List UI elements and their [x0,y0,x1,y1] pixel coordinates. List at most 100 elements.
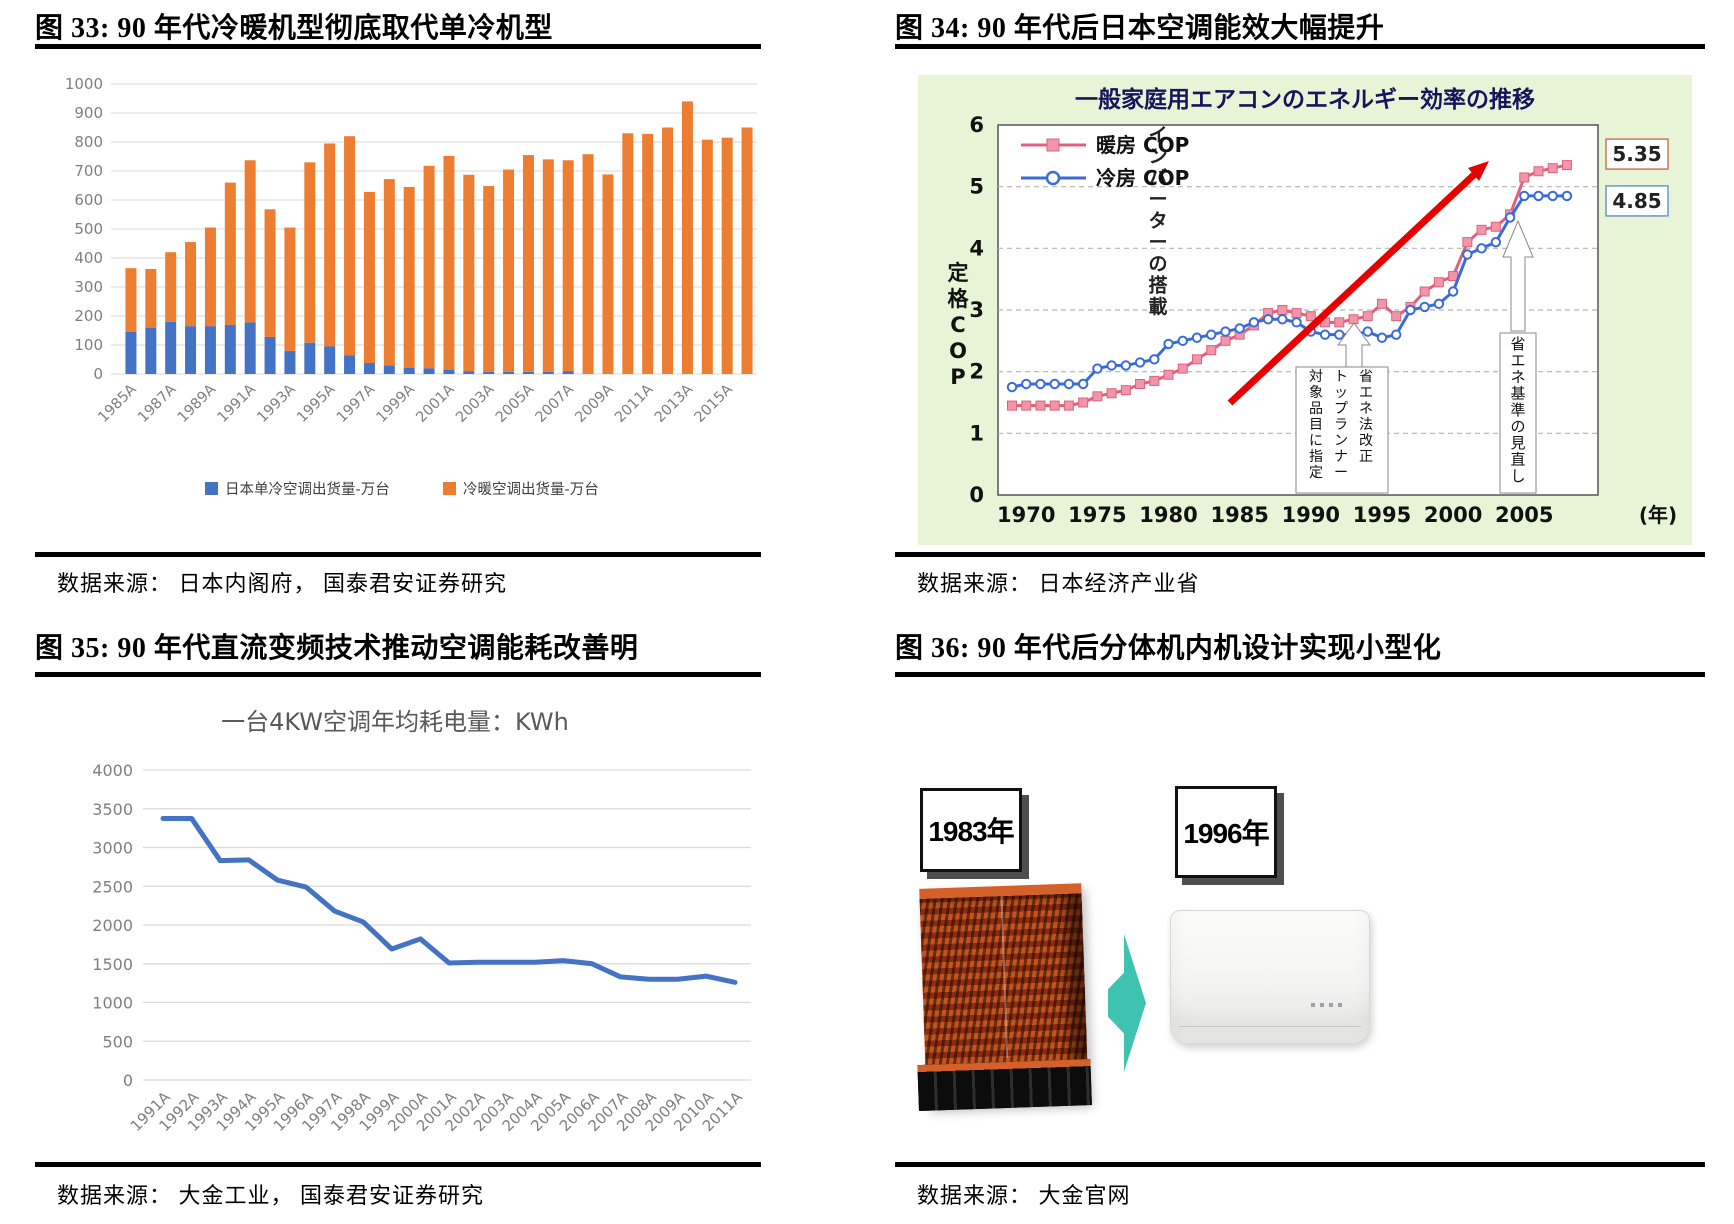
svg-text:(年): (年) [1639,503,1677,527]
fig36-bottom-rule [895,1162,1705,1167]
svg-text:700: 700 [74,162,103,180]
svg-text:2013A: 2013A [652,381,696,425]
svg-text:エ: エ [1359,385,1373,401]
fig35-bottom-rule [35,1162,761,1167]
svg-text:し: し [1510,467,1525,485]
chart34-cop-line-canvas: 一般家庭用エアコンのエネルギー効率の推移 0 1 2 3 4 5 6 1970 1975 1980 1… [918,75,1692,545]
fig35-title-rule [35,672,761,677]
svg-text:一般家庭用エアコンのエネルギー効率の推移: 一般家庭用エアコンのエネルギー効率の推移 [1075,86,1535,113]
svg-text:200: 200 [74,307,103,325]
svg-text:2015A: 2015A [692,381,736,425]
svg-text:2000: 2000 [92,916,133,935]
fig34-source: 数据来源： 日本经济产业省 [917,571,1200,596]
svg-text:3500: 3500 [92,800,133,819]
svg-text:3000: 3000 [92,839,133,858]
svg-text:ー: ー [1334,465,1348,481]
svg-text:対: 対 [1309,369,1323,385]
svg-text:3: 3 [969,298,984,322]
fig34-title-rule [895,44,1705,49]
svg-text:準: 準 [1510,401,1525,419]
svg-text:5: 5 [969,175,984,199]
svg-text:基: 基 [1510,385,1525,403]
svg-text:400: 400 [74,249,103,267]
svg-text:目: 目 [1309,417,1323,433]
fig36-source: 数据来源： 大金官网 [917,1183,1131,1208]
svg-text:1993A: 1993A [254,381,298,425]
svg-text:500: 500 [102,1032,133,1051]
svg-text:600: 600 [74,191,103,209]
svg-text:2: 2 [969,360,984,384]
svg-text:ナ: ナ [1334,449,1348,465]
svg-text:2011A: 2011A [612,381,656,425]
svg-text:2005A: 2005A [493,381,537,425]
svg-text:1985: 1985 [1210,503,1268,527]
svg-text:ー: ー [1148,232,1167,254]
svg-text:暖房 COP: 暖房 COP [1096,133,1189,157]
svg-text:品: 品 [1309,401,1323,417]
svg-text:日本单冷空调出货量-万台: 日本单冷空调出货量-万台 [225,481,390,498]
svg-text:C: C [950,313,965,337]
svg-text:省: 省 [1510,335,1525,353]
svg-text:2500: 2500 [92,877,133,896]
svg-text:指: 指 [1309,449,1323,465]
year-plate-1983: 1983年 [920,788,1022,872]
fig33-title-rule [35,44,761,49]
svg-text:イ: イ [1148,124,1167,146]
right-arrow-icon [1108,934,1146,1072]
svg-text:2005: 2005 [1495,503,1553,527]
svg-text:法: 法 [1359,417,1373,433]
svg-text:の: の [1148,253,1167,275]
svg-text:300: 300 [74,278,103,296]
svg-text:載: 載 [1148,295,1167,318]
svg-text:見: 見 [1510,434,1525,452]
svg-text:冷房 COP: 冷房 COP [1096,166,1189,190]
new-air-conditioner-image [1170,910,1370,1044]
svg-text:1989A: 1989A [175,381,219,425]
fig35-title: 图 35: 90 年代直流变频技术推动空调能耗改善明 [35,633,639,664]
svg-text:ネ: ネ [1359,401,1373,417]
fig33-title: 图 33: 90 年代冷暖机型彻底取代单冷机型 [35,13,553,44]
svg-text:100: 100 [74,336,103,354]
svg-text:定: 定 [1309,465,1323,481]
svg-text:0: 0 [93,365,103,383]
svg-text:1985A: 1985A [95,381,139,425]
svg-text:1980: 1980 [1139,503,1197,527]
svg-text:1970: 1970 [997,503,1055,527]
svg-text:5.35: 5.35 [1612,142,1661,166]
svg-text:ラ: ラ [1334,417,1348,433]
svg-text:バ: バ [1148,167,1167,189]
svg-text:1995: 1995 [1353,503,1411,527]
chart35-kwh-line-canvas: 一台4KW空调年均耗电量：KWh 0 500 1000 1500 2000 2500 3000… [92,708,751,1135]
svg-text:象: 象 [1309,385,1323,401]
svg-text:500: 500 [74,220,103,238]
svg-text:4.85: 4.85 [1612,189,1661,213]
svg-text:省: 省 [1359,369,1373,385]
svg-text:0: 0 [123,1071,133,1090]
svg-text:に: に [1309,433,1323,449]
svg-text:0: 0 [969,483,984,507]
svg-text:ネ: ネ [1510,368,1525,386]
svg-text:800: 800 [74,133,103,151]
svg-text:ン: ン [1148,146,1167,168]
svg-text:1990: 1990 [1282,503,1340,527]
svg-text:正: 正 [1359,449,1373,465]
fig34-title: 图 34: 90 年代后日本空调能效大幅提升 [895,13,1385,44]
year-plate-1996: 1996年 [1175,786,1277,878]
svg-text:1: 1 [969,421,984,445]
svg-text:4000: 4000 [92,761,133,780]
fig33-source: 数据来源： 日本内阁府， 国泰君安证券研究 [57,571,508,596]
svg-text:の: の [1510,418,1525,436]
fig36-title: 图 36: 90 年代后分体机内机设计实现小型化 [895,633,1442,664]
svg-text:1987A: 1987A [135,381,179,425]
svg-text:冷暖空调出货量-万台: 冷暖空调出货量-万台 [463,481,599,498]
svg-text:1500: 1500 [92,955,133,974]
chart33-stacked-bar-canvas: 010020030040050060070080090010001985A198… [65,75,757,498]
svg-text:900: 900 [74,104,103,122]
svg-text:1997A: 1997A [334,381,378,425]
fig36-title-rule [895,672,1705,677]
svg-text:2009A: 2009A [572,381,616,425]
svg-text:1000: 1000 [65,75,103,93]
old-air-conditioner-image [919,883,1089,1107]
svg-text:2007A: 2007A [533,381,577,425]
